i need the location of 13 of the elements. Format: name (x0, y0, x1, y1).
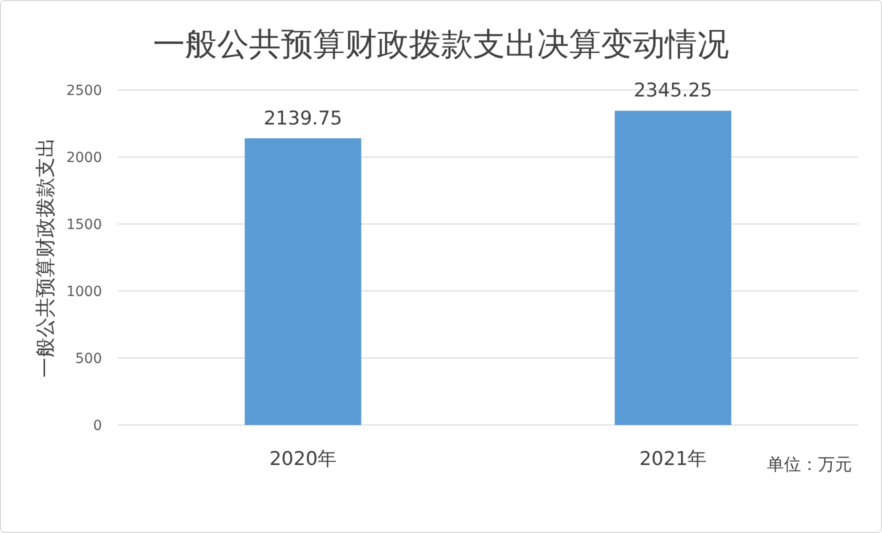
data-label: 2139.75 (264, 107, 342, 130)
x-tick-label: 2021年 (639, 448, 707, 470)
y-tick-label: 500 (75, 351, 102, 367)
y-tick-label: 2000 (66, 150, 102, 166)
chart-title: 一般公共预算财政拨款支出决算变动情况 (153, 25, 729, 63)
x-tick-label: 2020年 (269, 448, 337, 470)
text: 单位：万元 (767, 455, 852, 475)
data-label: 2345.25 (634, 80, 712, 102)
y-tick-label: 1000 (66, 284, 102, 300)
y-tick-label: 0 (93, 418, 102, 434)
y-tick-label: 2500 (66, 83, 102, 99)
y-tick-label: 1500 (66, 217, 102, 233)
y-axis-title: 一般公共预算财政拨款支出 (33, 138, 57, 378)
